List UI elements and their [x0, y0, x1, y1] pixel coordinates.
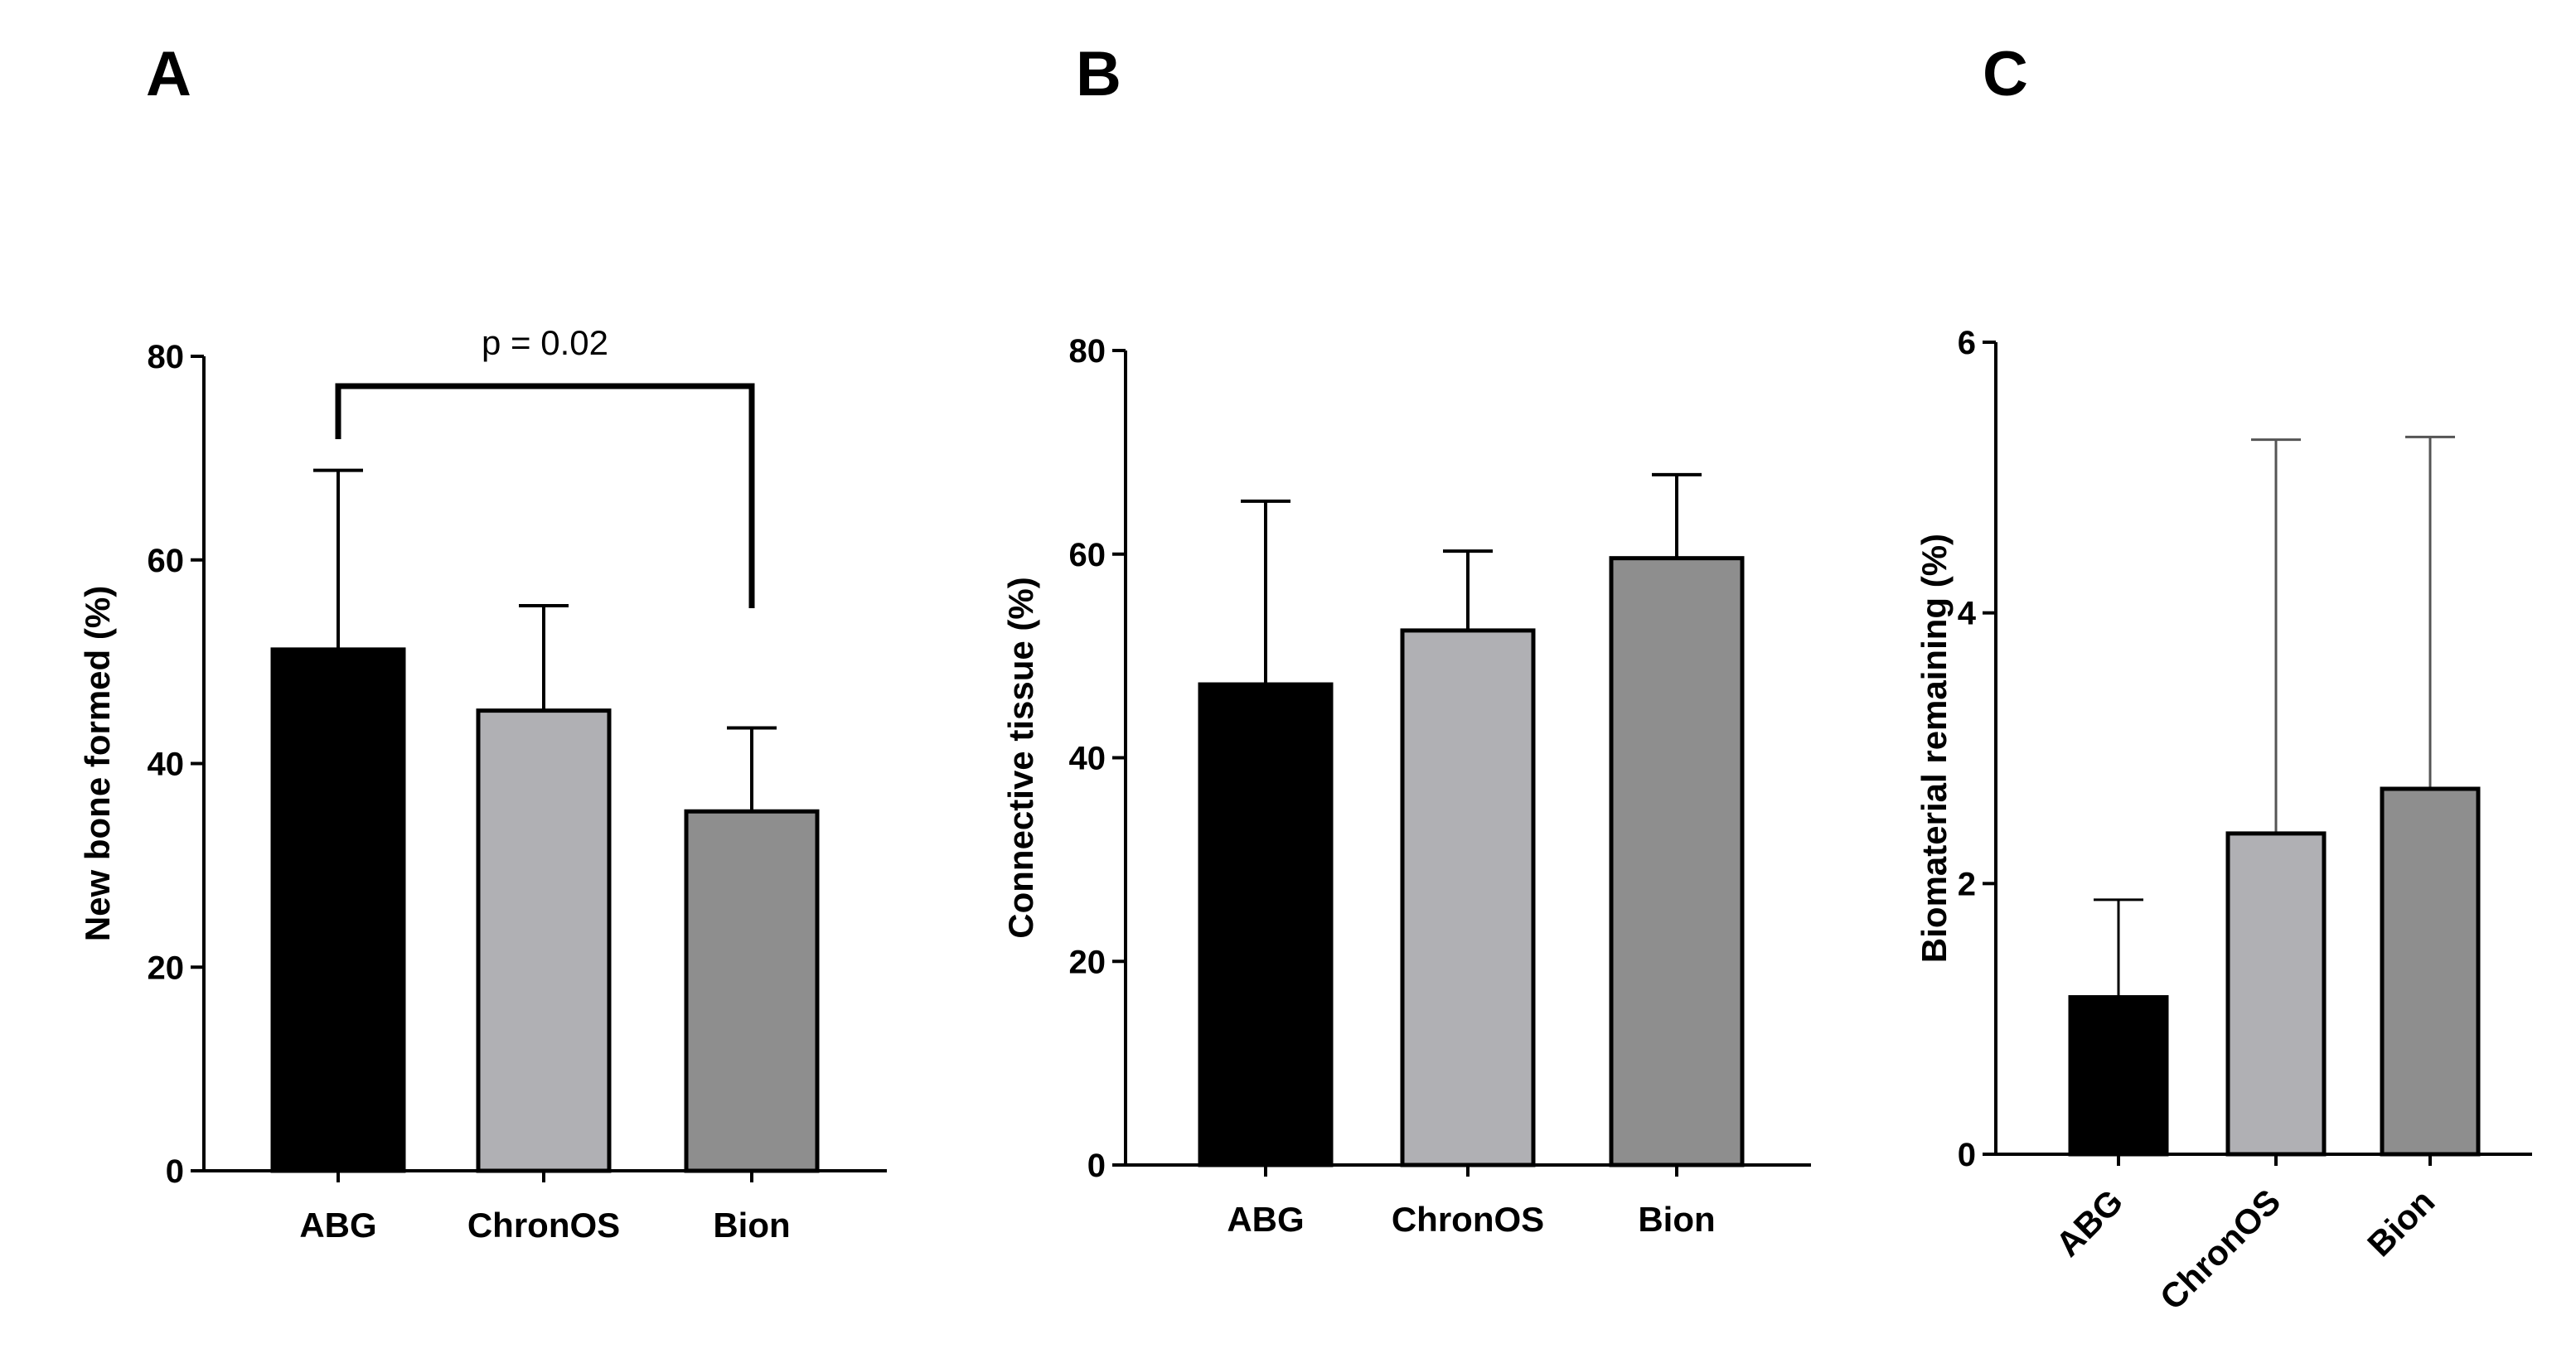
bar-bion [2380, 786, 2481, 1157]
category-label: Bion [713, 1206, 790, 1245]
bar-chronos [476, 708, 612, 1173]
bar-abg [1198, 682, 1334, 1167]
y-tick-label: 4 [1958, 596, 1977, 632]
panel-letter: A [146, 39, 191, 109]
y-tick-label: 0 [166, 1153, 184, 1190]
panel-letter: C [1983, 39, 2028, 109]
y-tick-label: 20 [1069, 944, 1106, 980]
bar-bion [684, 809, 820, 1173]
y-tick-label: 20 [148, 950, 185, 986]
y-axis-label: Biomaterial remaining (%) [1915, 534, 1954, 963]
category-label: Bion [1638, 1200, 1715, 1239]
category-label: ChronOS [2152, 1182, 2288, 1317]
category-label: ChronOS [1392, 1200, 1544, 1239]
bar-abg [2068, 995, 2169, 1157]
category-label: ABG [1227, 1200, 1304, 1239]
y-tick-label: 60 [1069, 537, 1106, 573]
panel-letter: B [1076, 39, 1121, 109]
y-tick-label: 60 [148, 543, 185, 579]
bar-chronos [1400, 628, 1536, 1167]
significance-bracket [335, 383, 755, 608]
panel-b: B 0 20 40 60 80 Connective tissue (%) ABG ChronO… [1001, 39, 1811, 1239]
y-tick-label: 6 [1958, 325, 1976, 361]
bar-bion [1609, 556, 1745, 1167]
y-tick-label: 0 [1087, 1148, 1106, 1184]
category-label: Bion [2360, 1182, 2442, 1264]
panel-a: A 0 20 40 60 80 New bone formed (%) ABG ChronOS B… [78, 39, 887, 1245]
y-tick-label: 40 [148, 747, 185, 783]
panel-c: C 0 2 4 6 Biomaterial remaining (%) ABG ChronOS… [1915, 39, 2532, 1317]
category-label: ABG [2048, 1182, 2130, 1264]
bar-abg [270, 647, 406, 1173]
y-tick-label: 80 [148, 339, 185, 375]
y-tick-label: 80 [1069, 333, 1106, 370]
y-tick-label: 2 [1958, 866, 1976, 902]
category-label: ABG [299, 1206, 376, 1245]
p-value-annotation: p = 0.02 [482, 323, 608, 362]
y-tick-label: 0 [1958, 1137, 1976, 1173]
bar-chronos [2225, 831, 2327, 1157]
category-label: ChronOS [467, 1206, 620, 1245]
y-tick-label: 40 [1069, 741, 1106, 777]
y-axis-label: New bone formed (%) [78, 586, 117, 941]
y-axis-label: Connective tissue (%) [1001, 577, 1040, 938]
